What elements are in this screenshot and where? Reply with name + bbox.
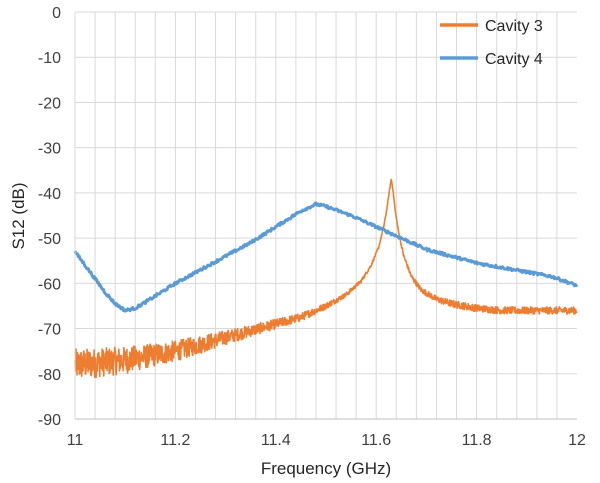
y-tick-label: -90 — [38, 412, 61, 429]
x-tick-label: 11.2 — [160, 432, 190, 449]
legend-label-cavity-4: Cavity 4 — [485, 51, 543, 68]
legend-label-cavity-3: Cavity 3 — [485, 18, 543, 35]
y-tick-label: -10 — [38, 50, 61, 67]
series-line-cavity-3 — [74, 178, 578, 379]
x-tick-label: 11.6 — [361, 432, 391, 449]
y-tick-label: -40 — [38, 186, 61, 203]
x-tick-label: 11.8 — [462, 432, 492, 449]
x-tick-label: 11 — [67, 432, 84, 449]
y-tick-label: -80 — [38, 367, 61, 384]
series-lines — [73, 178, 579, 379]
y-tick-label: -50 — [38, 231, 61, 248]
gridlines — [75, 11, 577, 419]
y-tick-label: -60 — [38, 276, 61, 293]
series-line-cavity-4 — [73, 201, 579, 313]
x-tick-label: 11.4 — [261, 432, 291, 449]
y-tick-label: -30 — [38, 141, 61, 158]
axes: 0 -10 -20 -30 -40 -50 -60 -70 -80 -90 11 11.2 11.4 11… — [38, 5, 586, 449]
y-tick-label: -20 — [38, 95, 61, 112]
y-axis-title: S12 (dB) — [9, 182, 28, 249]
y-tick-label: 0 — [52, 5, 61, 22]
legend: Cavity 3 Cavity 4 — [440, 18, 543, 68]
y-tick-label: -70 — [38, 322, 61, 339]
x-axis-title: Frequency (GHz) — [261, 459, 391, 478]
x-tick-label: 12 — [568, 432, 586, 449]
